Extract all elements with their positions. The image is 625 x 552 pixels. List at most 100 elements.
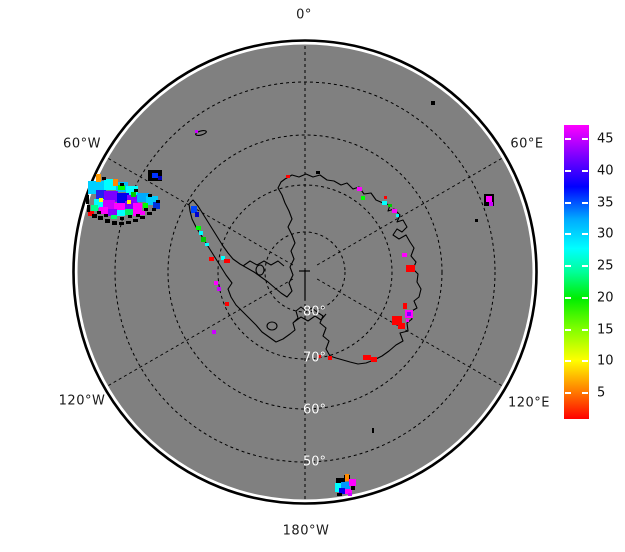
data-cell (406, 319, 409, 322)
data-cell (406, 265, 415, 272)
meridian-label-60e: 60°E (510, 136, 544, 152)
data-cell (195, 130, 198, 133)
data-cell (371, 357, 377, 362)
colorbar (564, 125, 589, 419)
data-cell (125, 209, 133, 215)
data-cell (224, 259, 230, 263)
latitude-circle-60S (167, 134, 443, 410)
colorbar-tick-label: 40 (597, 163, 614, 179)
data-cell (363, 355, 371, 360)
ronne-ice-front-line (242, 260, 285, 267)
data-cell (144, 208, 148, 211)
data-cell (158, 176, 162, 180)
data-cell (382, 201, 387, 205)
data-cell (125, 201, 134, 209)
latitude-label-60s: 60° (303, 402, 327, 418)
data-cell (357, 187, 362, 191)
latitude-label-50s: 50° (303, 454, 327, 470)
data-cell (88, 211, 94, 216)
data-cell (127, 200, 131, 204)
meridian-label-120w: 120°W (58, 393, 106, 409)
data-cell (351, 486, 355, 490)
data-cell (103, 200, 115, 209)
colorbar-tick-label: 5 (597, 385, 606, 401)
data-cell (102, 177, 106, 180)
latitude-label-80s: 80° (303, 304, 327, 320)
colorbar-tick-label: 25 (597, 258, 614, 274)
colorbar-tick-left (565, 265, 571, 267)
data-cell (217, 287, 221, 291)
colorbar-tick-right (582, 329, 588, 331)
ross-sea-island-outline (266, 321, 278, 331)
meridian-label-180w: 180°W (282, 523, 330, 539)
data-cell (86, 195, 89, 204)
data-cell (91, 205, 98, 211)
data-cell (339, 488, 345, 494)
antarctica-coastline (188, 173, 422, 365)
colorbar-tick-label: 10 (597, 353, 614, 369)
data-cell (196, 226, 201, 230)
data-cell (96, 190, 106, 199)
data-cell (407, 312, 411, 316)
data-cell (133, 210, 140, 216)
latitude-label-70s: 70° (303, 350, 327, 366)
south-georgia-outline (195, 130, 207, 136)
colorbar-tick-left (565, 170, 571, 172)
data-cell (131, 192, 136, 197)
data-cell (398, 323, 405, 329)
data-cell (127, 195, 138, 204)
colorbar-tick-left (565, 138, 571, 140)
data-cell (349, 479, 356, 486)
data-cell (199, 231, 203, 235)
data-cell (137, 193, 149, 202)
colorbar-tick-label: 45 (597, 131, 614, 147)
data-cell (318, 355, 321, 358)
colorbar-tick-right (582, 360, 588, 362)
colorbar-tick-left (565, 392, 571, 394)
data-cell (396, 214, 399, 217)
data-cell (117, 210, 125, 216)
data-cell (133, 203, 142, 211)
data-cell (403, 303, 407, 309)
colorbar-tick-left (565, 233, 571, 235)
data-cell (126, 186, 138, 195)
colorbar-tick-right (582, 392, 588, 394)
data-cell (195, 212, 199, 217)
data-cell (104, 191, 118, 202)
colorbar-tick-left (565, 202, 571, 204)
data-cell (345, 489, 352, 494)
data-cell (205, 243, 209, 246)
data-cell (143, 203, 148, 208)
data-cell (191, 206, 197, 213)
data-cell (392, 316, 402, 325)
data-cell (136, 214, 140, 217)
data-cell (104, 179, 118, 190)
colorbar-tick-right (582, 233, 588, 235)
colorbar-tick-left (565, 329, 571, 331)
data-cell (361, 196, 365, 200)
data-cell (120, 183, 124, 186)
data-cell (225, 302, 229, 306)
data-cell (402, 253, 407, 257)
data-cell (221, 256, 225, 260)
data-cell (108, 209, 117, 216)
data-cell (140, 216, 145, 219)
data-cell (147, 212, 152, 215)
data-cell (214, 281, 218, 285)
colorbar-tick-label: 20 (597, 290, 614, 306)
colorbar-tick-right (582, 170, 588, 172)
data-cell (286, 175, 290, 178)
data-cell (97, 211, 101, 214)
data-cell (388, 204, 392, 207)
ross-ice-front-line (293, 313, 327, 323)
data-cell (92, 214, 97, 218)
data-cell (392, 209, 397, 213)
data-cell (120, 217, 124, 220)
colorbar-tick-left (565, 360, 571, 362)
data-cell (99, 207, 108, 214)
data-cell (99, 198, 103, 202)
data-cell (153, 202, 160, 209)
meridian-label-0: 0° (296, 7, 312, 23)
data-cell (335, 483, 342, 492)
